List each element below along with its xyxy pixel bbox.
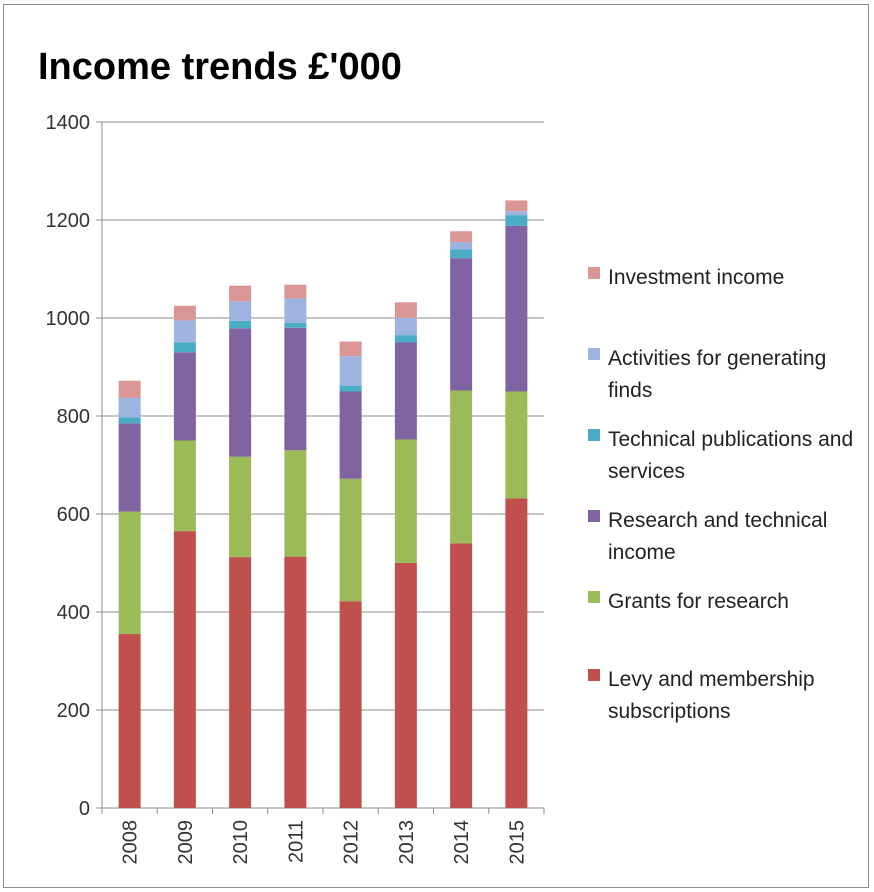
- bar-segment: [505, 225, 528, 392]
- bar-segment: [284, 322, 307, 328]
- x-tick-label: 2008: [120, 820, 142, 865]
- bar-segment: [229, 301, 252, 321]
- x-tick-label: 2010: [230, 820, 252, 865]
- legend-swatch: [588, 267, 600, 279]
- bar-segment: [450, 543, 473, 808]
- x-tick-label: 2011: [285, 820, 307, 863]
- chart-legend: Investment income Activities for generati…: [588, 0, 868, 892]
- y-tick-label: 0: [79, 798, 90, 820]
- bar-segment: [450, 390, 473, 544]
- legend-label: Grants for research: [608, 590, 789, 613]
- bar-segment: [339, 341, 362, 357]
- bar-segment: [229, 328, 252, 457]
- bar-segment: [229, 456, 252, 558]
- y-tick-label: 1000: [46, 308, 91, 330]
- bar-segment: [173, 342, 196, 353]
- bar-segment: [450, 242, 473, 250]
- bar-segment: [229, 320, 252, 329]
- legend-label: Activities for generating finds: [608, 347, 827, 402]
- legend-swatch: [588, 348, 600, 360]
- x-tick-label: 2013: [396, 820, 418, 865]
- bar-segment: [284, 298, 307, 323]
- y-tick-label: 1400: [46, 112, 91, 134]
- bar-segment: [450, 249, 473, 259]
- legend-swatch: [588, 669, 600, 681]
- bar-segment: [339, 601, 362, 808]
- legend-label: Technical publications and services: [608, 428, 854, 483]
- legend-swatch: [588, 510, 600, 522]
- y-tick-label: 400: [57, 602, 90, 624]
- bar-segment: [284, 284, 307, 299]
- chart-frame: [3, 4, 869, 888]
- bar-segment: [118, 417, 141, 424]
- bar-segment: [505, 215, 528, 226]
- bar-segment: [118, 397, 141, 418]
- bar-segment: [118, 511, 141, 635]
- bar-segment: [173, 531, 196, 808]
- legend-label: Research and technical income: [608, 509, 828, 564]
- x-tick-label: 2015: [506, 820, 528, 865]
- chart-title: Income trends £'000: [38, 46, 402, 88]
- bar-segment: [505, 211, 528, 216]
- bar-segment: [173, 440, 196, 532]
- bar-segment: [339, 478, 362, 602]
- bar-segment: [118, 380, 141, 398]
- bar-segment: [505, 498, 528, 808]
- legend-swatch: [588, 429, 600, 441]
- x-tick-label: 2009: [175, 820, 197, 865]
- bar-segment: [173, 320, 196, 343]
- legend-label: Levy and membership subscriptions: [608, 668, 815, 723]
- bar-segment: [229, 557, 252, 808]
- bar-segment: [339, 391, 362, 479]
- bar-segment: [284, 556, 307, 808]
- bar-segment: [173, 352, 196, 441]
- y-tick-label: 1200: [46, 210, 91, 232]
- x-tick-label: 2014: [451, 820, 473, 865]
- bar-segment: [394, 342, 417, 440]
- bar-segment: [339, 385, 362, 392]
- bar-segment: [284, 327, 307, 451]
- legend-swatch: [588, 591, 600, 603]
- bar-segment: [394, 335, 417, 343]
- bar-segment: [394, 302, 417, 318]
- bar-segment: [284, 450, 307, 557]
- y-tick-label: 800: [57, 406, 90, 428]
- bar-segment: [118, 634, 141, 808]
- bar-segment: [505, 391, 528, 499]
- bar-segment: [394, 563, 417, 808]
- legend-label: Investment income: [608, 266, 785, 289]
- bar-segment: [339, 356, 362, 386]
- bar-segment: [505, 200, 528, 212]
- bar-segment: [450, 231, 473, 243]
- bar-segment: [394, 439, 417, 563]
- bar-segment: [394, 318, 417, 336]
- bar-segment: [118, 423, 141, 512]
- x-tick-label: 2012: [341, 820, 363, 865]
- y-tick-label: 200: [57, 700, 90, 722]
- y-tick-label: 600: [57, 504, 90, 526]
- bar-segment: [229, 285, 252, 302]
- bar-segment: [450, 258, 473, 391]
- bar-segment: [173, 305, 196, 321]
